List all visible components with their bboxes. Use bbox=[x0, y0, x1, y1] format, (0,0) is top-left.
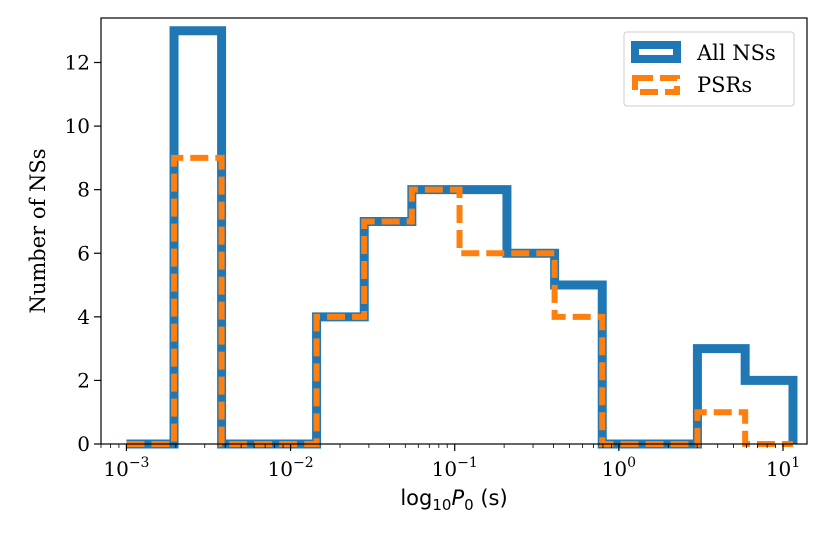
legend-frame bbox=[623, 31, 795, 107]
y-tick-label: 0 bbox=[77, 432, 90, 456]
legend-swatch-psrs bbox=[632, 75, 680, 95]
legend-label-psrs: PSRs bbox=[697, 73, 752, 97]
legend-label-all-nss: All NSs bbox=[696, 41, 776, 65]
y-tick-label: 10 bbox=[65, 114, 90, 138]
y-axis-ticks: 0 2 4 6 8 10 12 bbox=[65, 51, 101, 456]
legend-swatch-all-nss bbox=[631, 41, 681, 63]
x-tick-label: 10−2 bbox=[268, 455, 314, 481]
y-tick-label: 4 bbox=[77, 305, 90, 329]
x-tick-label: 100 bbox=[602, 455, 636, 481]
x-axis-label: log10P0 (s) bbox=[400, 486, 507, 514]
x-tick-label: 10−1 bbox=[432, 455, 478, 481]
x-tick-label: 10−3 bbox=[103, 455, 149, 481]
plot-frame bbox=[100, 17, 808, 445]
legend: All NSs PSRs bbox=[623, 31, 795, 107]
y-tick-label: 2 bbox=[77, 368, 90, 392]
x-tick-label: 101 bbox=[766, 455, 800, 481]
y-tick-label: 12 bbox=[65, 51, 90, 75]
x-axis-ticks: 10−3 10−2 10−1 100 101 bbox=[100, 444, 800, 481]
y-axis-label: Number of NSs bbox=[26, 148, 50, 313]
y-tick-label: 8 bbox=[77, 178, 90, 202]
y-tick-label: 6 bbox=[77, 241, 90, 265]
